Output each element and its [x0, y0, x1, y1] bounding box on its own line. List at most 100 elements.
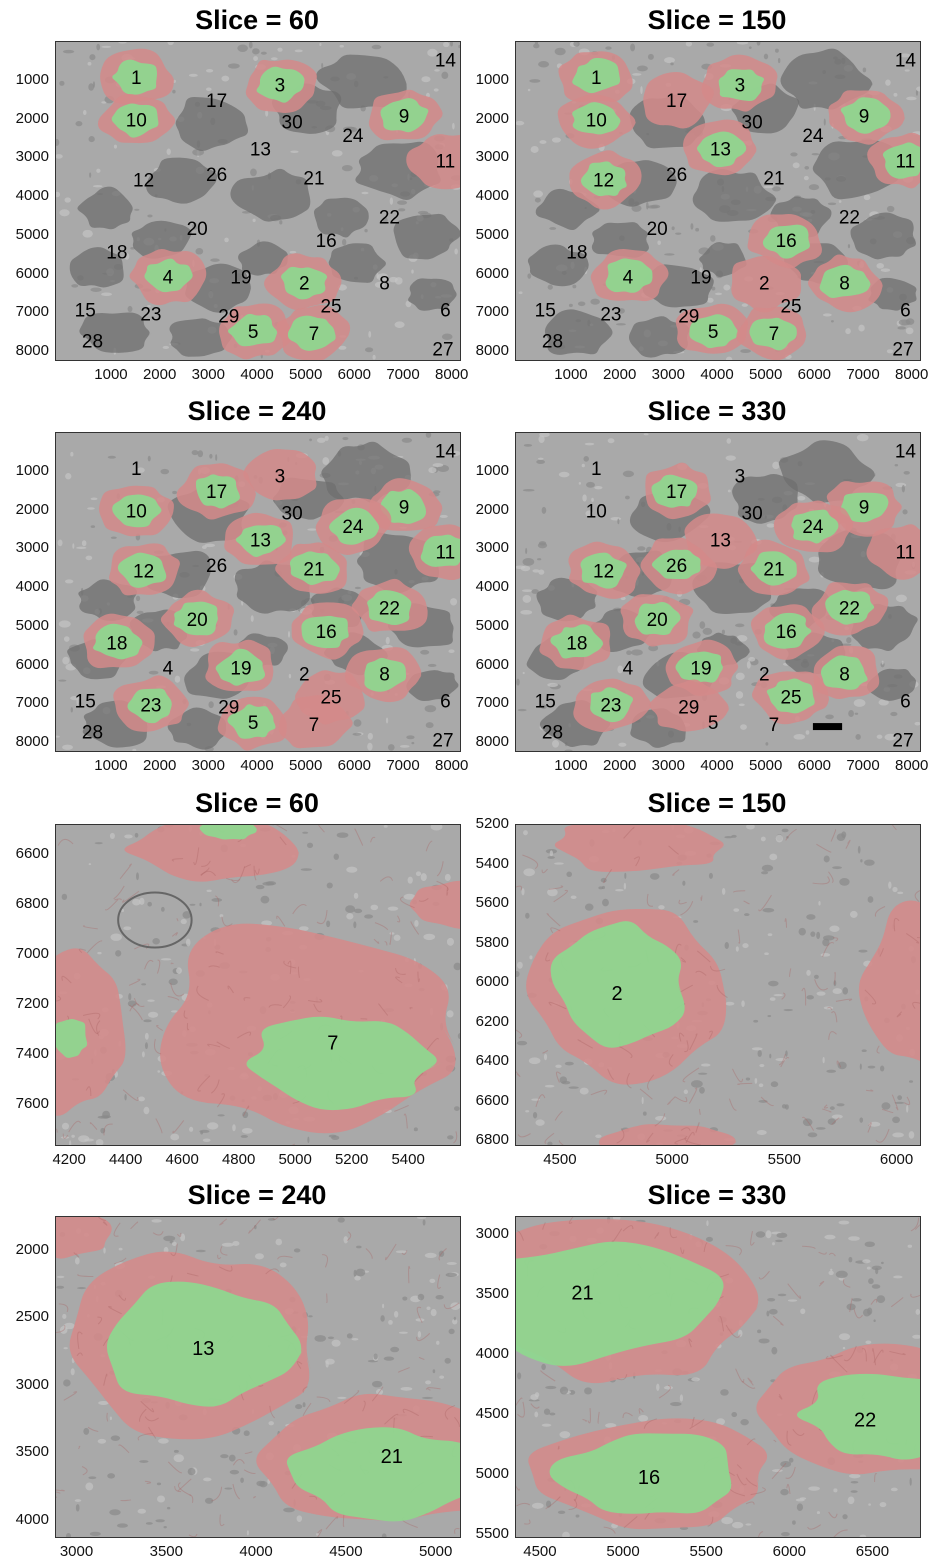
y-tick-label: 6800	[475, 1131, 509, 1149]
x-tick-label: 2000	[142, 757, 177, 774]
cell-label: 25	[780, 297, 801, 318]
cell-label: 30	[282, 113, 303, 134]
y-tick-label: 5200	[475, 815, 509, 832]
cell-label: 21	[381, 1446, 403, 1468]
cell-label: 13	[250, 140, 271, 161]
x-tick-label: 2000	[602, 366, 637, 383]
cell-label: 8	[839, 664, 850, 685]
cell-label: 17	[666, 91, 687, 112]
y-tick-label: 6000	[475, 264, 509, 282]
cell-label: 22	[379, 599, 400, 620]
x-tick-label: 4200	[52, 1151, 86, 1168]
cell-label: 22	[379, 208, 400, 229]
cell-label: 14	[895, 50, 917, 71]
cell-label: 13	[710, 140, 731, 161]
cell-label: 29	[678, 697, 699, 718]
panel-title: Slice = 60	[195, 788, 319, 818]
x-tick-label: 5000	[606, 1543, 640, 1560]
x-tick-label: 5200	[334, 1151, 369, 1168]
x-tick-label: 4500	[543, 1151, 577, 1168]
cell-label: 6	[900, 692, 911, 713]
micrograph-panel: 1 3 14 10 17 30 9 24 13 11 12 26 21 22 20 16 18 4 19 2 8 15 23…	[515, 41, 921, 361]
x-tick-label: 4400	[108, 1151, 143, 1168]
y-tick-label: 3500	[15, 1443, 49, 1461]
panel-title: Slice = 240	[187, 1180, 327, 1210]
cell-label: 24	[342, 126, 364, 147]
cell-label: 26	[666, 556, 687, 577]
cell-label: 21	[763, 560, 784, 581]
y-tick-label: 8000	[15, 342, 49, 360]
cell-label: 17	[666, 482, 687, 503]
cell-label: 11	[896, 151, 916, 172]
y-tick-label: 3000	[475, 148, 509, 166]
cell-label: 28	[542, 723, 563, 744]
x-tick-label: 1000	[554, 366, 588, 383]
y-tick-label: 6200	[475, 1012, 509, 1030]
x-tick-label: 4500	[329, 1543, 363, 1560]
x-tick-label: 1000	[554, 757, 588, 774]
x-tick-label: 5000	[748, 757, 783, 774]
cell-label: 21	[303, 560, 324, 581]
x-tick-label: 3500	[149, 1543, 183, 1560]
x-tick-label: 6000	[337, 757, 372, 774]
x-tick-label: 3000	[191, 757, 225, 774]
x-tick-label: 5000	[278, 1151, 312, 1168]
panel-title: Slice = 150	[647, 788, 787, 818]
cell-label: 1	[131, 459, 142, 480]
y-tick-label: 5400	[475, 854, 509, 872]
cell-label: 9	[859, 498, 870, 519]
y-tick-label: 8000	[15, 733, 49, 751]
cell-label: 15	[75, 692, 96, 713]
cell-label: 18	[566, 633, 587, 654]
cell-label: 30	[742, 113, 763, 134]
micrograph-panel: 1 3 14 10 17 30 9 24 13 11 12 26 21 22 20 16 18 4 19 2 8 15 23…	[55, 432, 461, 752]
x-tick-label: 5500	[689, 1543, 723, 1560]
cell-label: 17	[206, 91, 227, 112]
y-tick-label: 5000	[475, 616, 509, 634]
x-tick-label: 5500	[767, 1151, 802, 1168]
y-tick-label: 5000	[15, 225, 49, 243]
y-tick-label: 6000	[15, 655, 49, 673]
y-tick-label: 7000	[475, 694, 509, 712]
panel-title: Slice = 240	[187, 396, 327, 426]
x-tick-label: 5400	[391, 1151, 425, 1168]
cell-label: 6	[440, 301, 451, 322]
x-tick-label: 4000	[700, 757, 734, 774]
x-tick-label: 4000	[239, 1543, 273, 1560]
cell-label: 16	[316, 622, 337, 643]
cell-label: 15	[535, 692, 556, 713]
cell-label: 3	[735, 76, 746, 97]
cell-label: 26	[206, 165, 227, 186]
panel-title: Slice = 330	[647, 1180, 787, 1210]
cell-label: 2	[611, 983, 622, 1005]
cell-label: 5	[708, 713, 719, 734]
cell-label: 26	[666, 165, 687, 186]
y-tick-label: 7600	[15, 1095, 49, 1112]
x-tick-label: 3000	[59, 1543, 94, 1560]
cell-label: 1	[591, 68, 602, 89]
cell-label: 7	[769, 715, 780, 736]
cell-label: 18	[106, 633, 127, 654]
cell-label: 27	[892, 730, 913, 751]
y-tick-label: 7000	[15, 945, 49, 962]
cell-label: 11	[436, 542, 456, 563]
y-tick-label: 6800	[15, 895, 49, 912]
micrograph-panel: 1 3 14 10 17 30 9 24 13 11 12 26 21 22 20 16 18 4 19 2 8 15 23…	[55, 41, 461, 361]
cell-label: 27	[432, 730, 453, 751]
cell-label: 5	[248, 322, 259, 343]
cell-label: 2	[299, 273, 310, 294]
y-tick-label: 8000	[475, 342, 509, 360]
cell-label: 22	[839, 208, 860, 229]
y-tick-label: 5800	[475, 933, 509, 951]
y-tick-label: 6600	[15, 845, 49, 862]
x-tick-label: 4500	[523, 1543, 557, 1560]
cell-label: 20	[187, 219, 208, 240]
cell-label: 15	[535, 301, 556, 322]
micrograph-panel: 21 22 16	[515, 1216, 921, 1538]
cell-label: 28	[82, 332, 103, 353]
cell-label: 4	[623, 659, 634, 680]
cell-label: 2	[759, 664, 770, 685]
cell-label: 30	[282, 504, 303, 525]
cell-label: 9	[399, 107, 410, 128]
